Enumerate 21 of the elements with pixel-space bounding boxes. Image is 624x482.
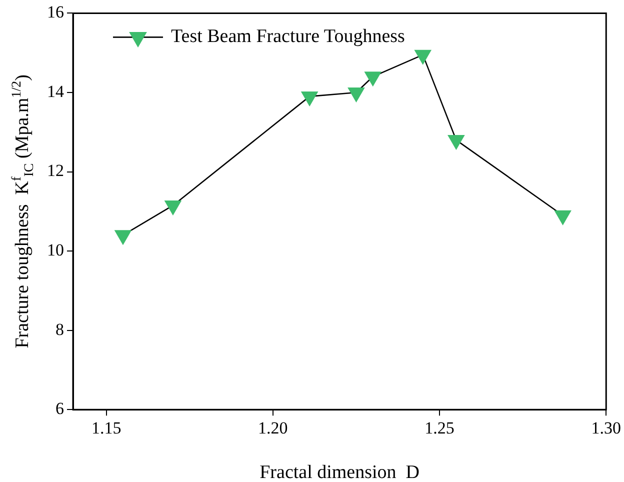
- x-axis-title: Fractal dimension D: [260, 462, 420, 482]
- y-tick-label: 14: [47, 82, 64, 101]
- point: [364, 72, 382, 86]
- point: [448, 135, 464, 150]
- y-axis-title: Fracture toughness KfIC (Mpa.m1/2): [8, 74, 36, 348]
- y-tick-label: 12: [47, 161, 64, 180]
- y-tick-label: 16: [47, 2, 64, 22]
- point: [348, 87, 365, 102]
- point: [414, 50, 432, 64]
- y-tick-label: 6: [56, 399, 64, 418]
- x-tick-label: 1.15: [91, 418, 122, 438]
- point: [554, 210, 572, 225]
- x-tick-label: 1.25: [424, 418, 454, 438]
- point: [114, 230, 132, 245]
- x-tick-label: 1.20: [258, 418, 288, 438]
- y-tick-label: 8: [56, 320, 64, 339]
- y-tick-label: 10: [47, 240, 64, 260]
- x-tick-label: 1.30: [591, 418, 621, 438]
- point: [301, 91, 318, 106]
- legend-label: Test Beam Fracture Toughness: [171, 26, 405, 48]
- point: [164, 200, 182, 215]
